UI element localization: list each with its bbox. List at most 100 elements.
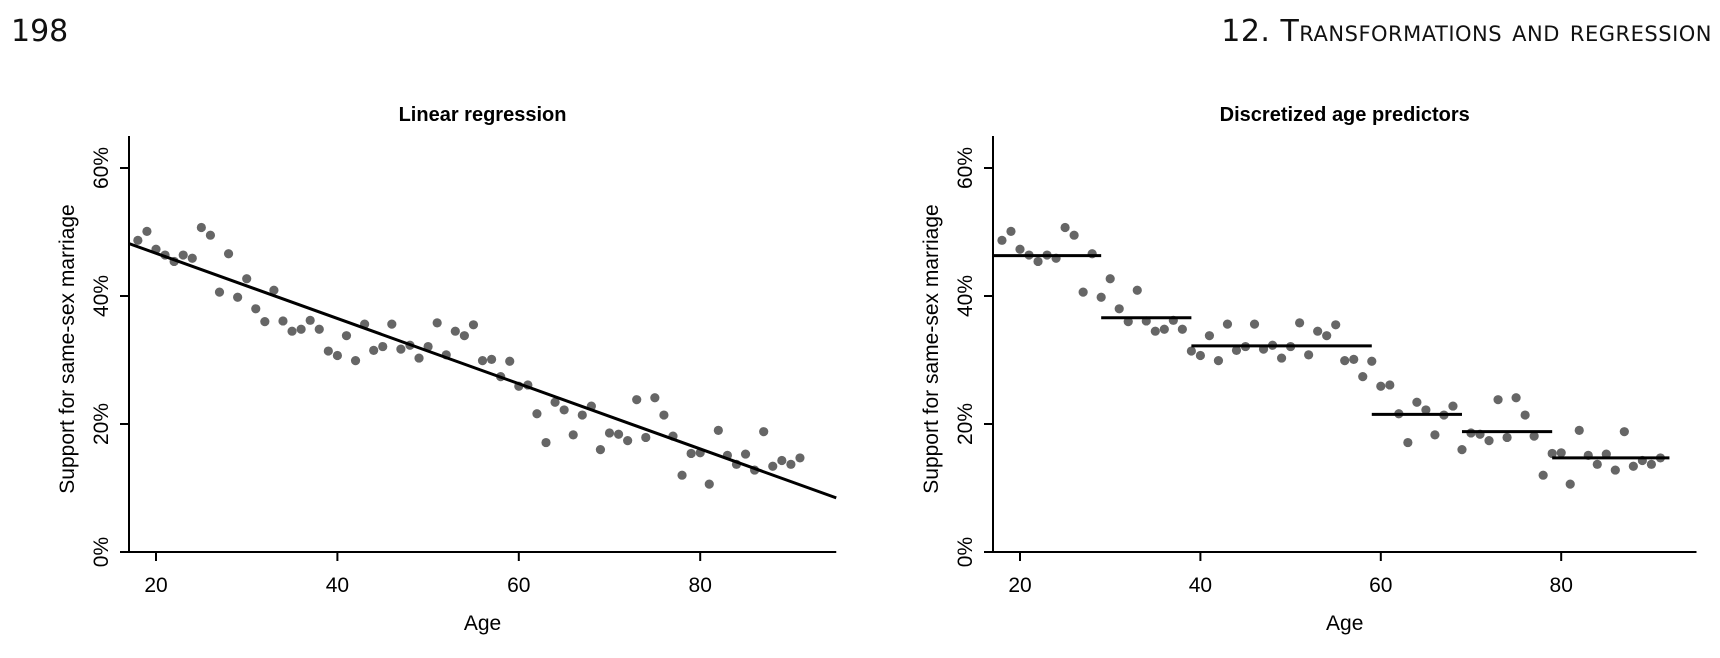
data-point [1195, 350, 1205, 361]
data-point [641, 432, 651, 443]
data-point [1231, 345, 1242, 355]
discretized-age-chart: Discretized age predictors 20 40 60 80 0% 20% 4… [920, 104, 1697, 635]
linear-regression-chart: Linear regression 20 40 60 80 0% 20% 40% 60% Age S… [56, 104, 837, 635]
data-point [686, 448, 696, 459]
data-point [677, 470, 687, 480]
data-point [178, 250, 188, 260]
data-point [532, 409, 542, 419]
y-tick-label: 60% [90, 147, 113, 189]
data-point [332, 350, 342, 361]
data-point [387, 319, 397, 329]
data-point [1484, 436, 1494, 446]
data-point [1322, 331, 1332, 341]
data-point [205, 230, 216, 240]
data-point [1177, 324, 1187, 334]
data-point [1150, 326, 1160, 336]
y-tick-label: 60% [954, 147, 977, 189]
data-point [477, 356, 488, 366]
y-tick-label: 20% [90, 403, 113, 445]
regression-line [128, 242, 837, 500]
data-point [1412, 397, 1422, 407]
data-point [486, 354, 497, 364]
data-point [1565, 479, 1575, 489]
data-point [1159, 324, 1169, 334]
data-point [997, 235, 1007, 245]
data-point [142, 226, 152, 236]
data-point [251, 304, 261, 314]
data-point [1313, 326, 1323, 336]
y-tick-label: 40% [954, 275, 977, 317]
data-point [659, 410, 669, 420]
y-tick-label: 0% [954, 537, 977, 567]
data-point [468, 320, 479, 330]
data-point [1403, 437, 1413, 448]
data-point [768, 461, 778, 471]
data-point [1132, 285, 1142, 295]
data-point [1123, 317, 1133, 327]
data-point [396, 344, 406, 354]
chart-title: Linear regression [399, 104, 567, 126]
data-point [1520, 410, 1530, 420]
data-point [1457, 445, 1467, 455]
data-point [1249, 319, 1260, 329]
data-point [1358, 372, 1368, 382]
data-point [559, 405, 569, 415]
data-point [1331, 320, 1341, 330]
data-point [187, 253, 197, 263]
data-point [1646, 459, 1656, 469]
data-point [414, 353, 424, 363]
x-tick-label: 20 [1008, 574, 1031, 597]
data-point [786, 459, 796, 469]
x-axis-label: Age [1326, 612, 1363, 635]
data-point [777, 455, 787, 466]
data-point [296, 324, 306, 334]
y-axis-label: Support for same-sex marriage [920, 204, 943, 493]
data-point [378, 341, 388, 352]
data-point [1547, 448, 1557, 459]
data-point [1349, 354, 1359, 364]
data-point [233, 292, 243, 302]
data-point [1276, 353, 1287, 363]
data-point [1511, 393, 1521, 403]
data-point [1376, 381, 1386, 391]
data-point [550, 397, 560, 407]
x-tick-label: 60 [507, 574, 530, 597]
x-tick-label: 20 [144, 574, 167, 597]
data-point [623, 436, 633, 446]
data-point [704, 479, 714, 489]
y-tick-label: 20% [954, 403, 977, 445]
data-point [1114, 304, 1124, 314]
data-point [1367, 356, 1377, 366]
data-point [369, 345, 379, 355]
data-point [269, 285, 279, 295]
data-point [214, 287, 225, 297]
data-point [713, 425, 723, 435]
data-point [1105, 274, 1115, 284]
data-point [450, 326, 460, 336]
running-title: 12. Transformations and regression [1221, 14, 1712, 49]
data-point [568, 430, 578, 440]
x-axis-label: Age [464, 612, 501, 635]
data-point [1628, 461, 1638, 471]
data-point [1015, 244, 1025, 254]
y-axis-label: Support for same-sex marriage [56, 204, 79, 493]
data-point [196, 222, 206, 233]
data-point [1060, 222, 1070, 233]
data-point [1430, 430, 1440, 440]
data-point [1502, 432, 1512, 443]
data-point [795, 453, 805, 463]
data-point [1204, 331, 1215, 341]
data-point [432, 318, 442, 328]
data-point [1529, 431, 1539, 441]
data-point [505, 356, 515, 366]
data-point [1222, 319, 1233, 329]
data-point [287, 326, 297, 336]
data-point [1340, 356, 1350, 366]
x-tick-label: 40 [326, 574, 349, 597]
data-point [1006, 226, 1016, 236]
data-point [1213, 356, 1224, 366]
data-point [1619, 427, 1629, 437]
data-point [1385, 380, 1395, 390]
data-point [1538, 470, 1548, 480]
